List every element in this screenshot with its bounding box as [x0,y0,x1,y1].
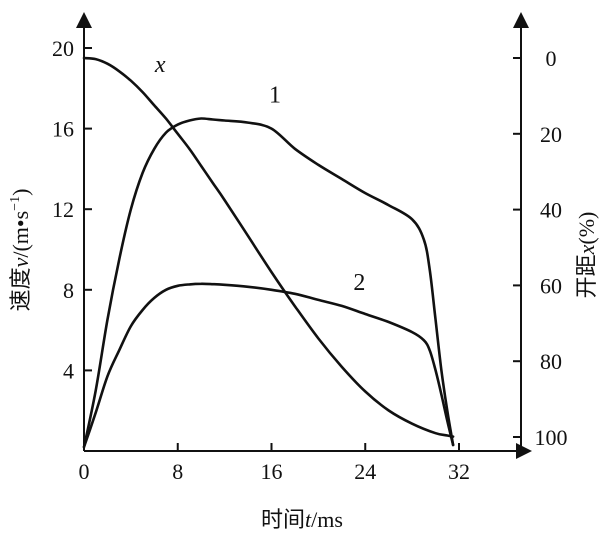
left-y-axis-title-unit-sup: −1 [8,196,23,211]
left-y-tick-label: 20 [52,36,74,61]
left-y-tick-label: 12 [52,197,74,222]
right-y-tick-label: 80 [540,349,562,374]
curve-label-1: 1 [269,82,281,108]
right-y-tick-label: 60 [540,273,562,298]
right-y-tick-label: 0 [546,46,557,71]
left-y-axis-title-unit: /(m•s [8,211,33,258]
series-1-line [82,117,455,449]
x-tick-label: 32 [448,459,470,484]
x-axis-title-unit: /ms [311,507,343,532]
x-tick-label: 0 [79,459,90,484]
right-y-axis-title-text: 开距 [575,254,600,298]
right-y-tick-label: 40 [540,198,562,223]
curves [82,56,455,449]
left-y-tick-label: 8 [63,278,74,303]
right-y-axis-ticks: 0 20 40 60 80 100 [513,46,568,450]
left-y-tick-label: 4 [63,358,74,383]
x-axis-title-text: 时间 [261,508,305,533]
curve-labels: x 1 2 [154,52,366,296]
right-y-axis-title: 开距x(%) [574,212,600,299]
right-y-tick-label: 100 [535,425,568,450]
right-y-tick-label: 20 [540,122,562,147]
curve-label-2: 2 [353,270,365,296]
x-axis-ticks: 0 8 16 24 32 [79,443,470,484]
x-axis-title-symbol: t [305,507,312,532]
x-axis-title: 时间t/ms [261,507,343,533]
right-y-axis-title-symbol: x [574,244,599,255]
left-y-axis-title-unit-close: ) [8,189,33,196]
left-y-axis-title: 速度v/(m•s−1) [8,189,34,312]
x-tick-label: 8 [172,459,183,484]
curve-label-x: x [154,52,166,78]
right-y-axis-title-unit: (%) [574,212,599,245]
left-y-tick-label: 16 [52,117,74,142]
x-tick-label: 24 [354,459,376,484]
series-2-line [82,282,455,449]
left-y-axis-ticks: 4 8 12 16 20 [52,36,92,383]
left-y-axis-title-text: 速度 [9,267,34,311]
x-tick-label: 16 [261,459,283,484]
series-x-line [82,56,455,438]
left-y-axis-title-symbol: v [8,257,33,267]
